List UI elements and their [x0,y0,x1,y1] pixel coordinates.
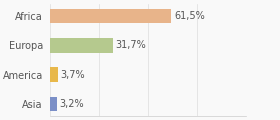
Bar [50,38,113,53]
Bar [50,9,171,23]
Text: 61,5%: 61,5% [174,11,205,21]
Text: 3,7%: 3,7% [60,70,85,80]
Bar [50,97,57,111]
Text: 3,2%: 3,2% [60,99,84,109]
Text: 31,7%: 31,7% [115,40,146,50]
Bar [50,67,58,82]
